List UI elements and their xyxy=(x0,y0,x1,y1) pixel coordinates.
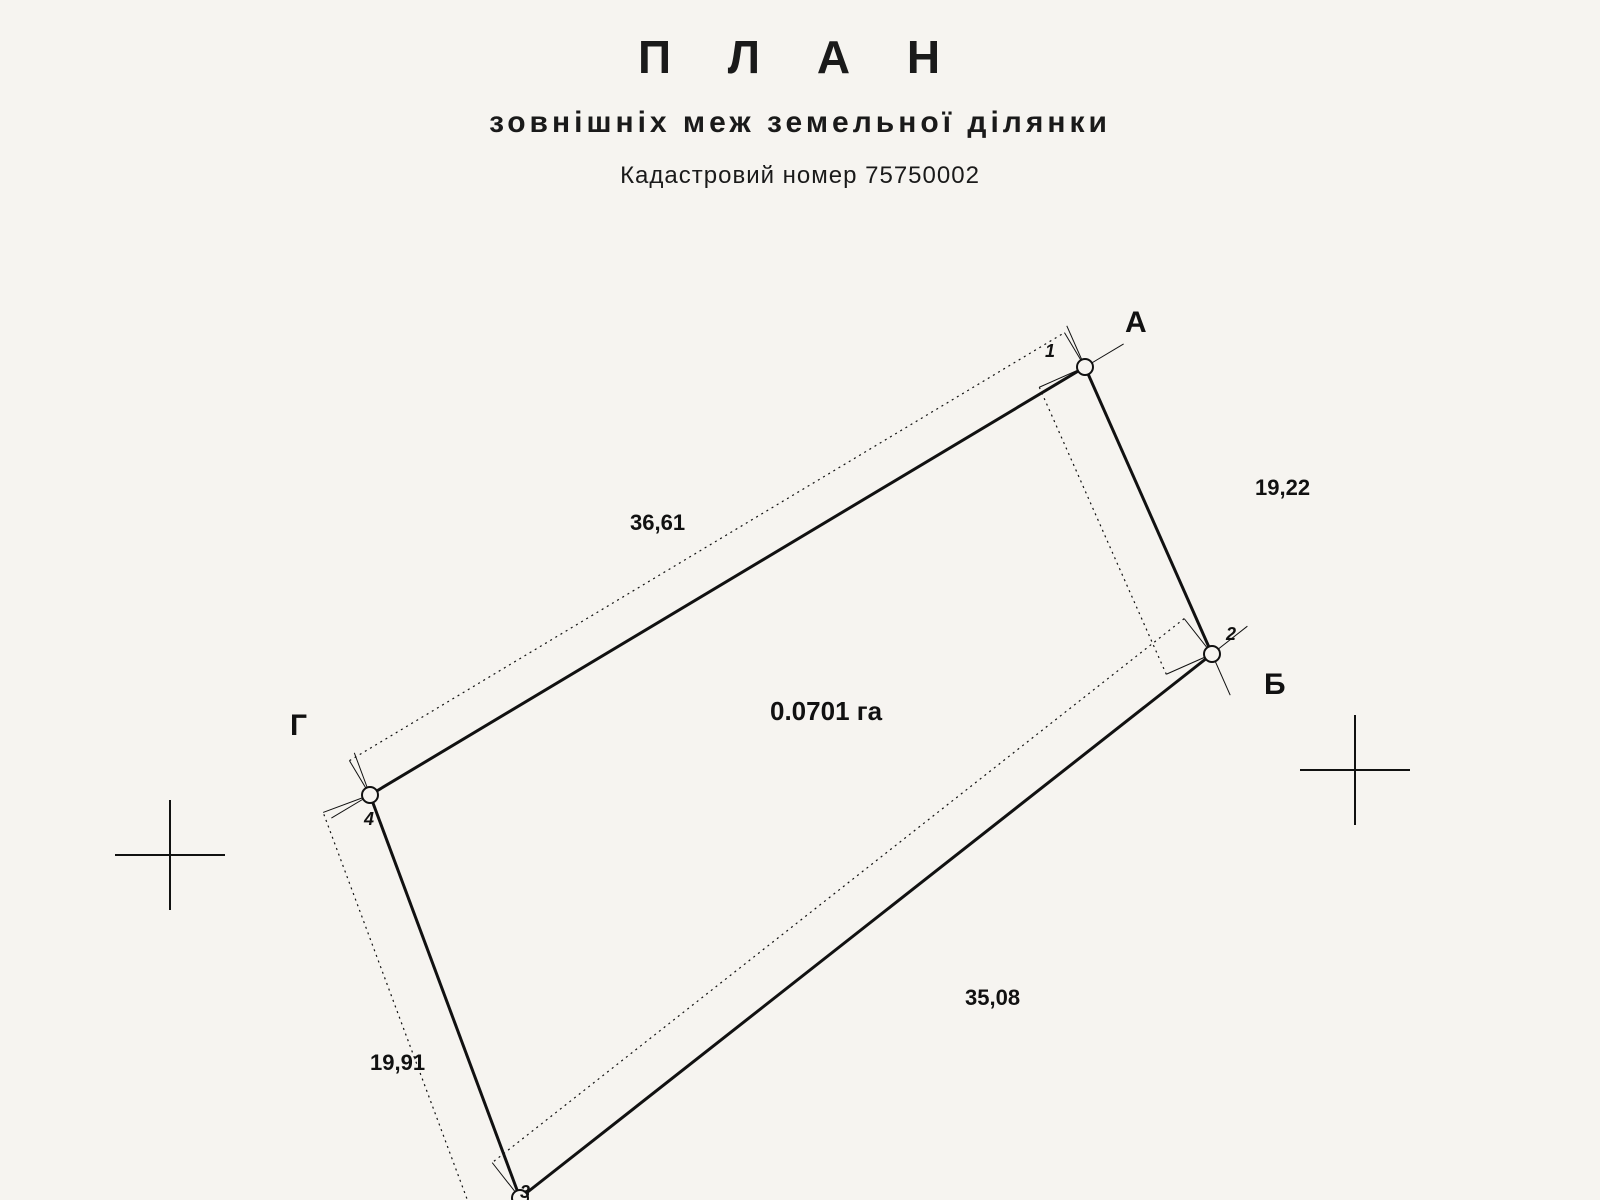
vertex-letter: Г xyxy=(290,709,307,742)
vertex-letter: А xyxy=(1125,306,1147,339)
parcel-edge xyxy=(1085,367,1212,654)
parcel-edge xyxy=(370,795,520,1198)
vertex-node xyxy=(1204,646,1220,662)
vertex-node xyxy=(362,787,378,803)
edge-length-label: 36,61 xyxy=(630,510,685,535)
parcel-area-label: 0.0701 га xyxy=(770,696,883,726)
vertex-node xyxy=(1077,359,1093,375)
vertex-letter: Б xyxy=(1264,668,1286,701)
dimension-line xyxy=(349,333,1064,761)
edge-length-label: 19,91 xyxy=(370,1050,425,1075)
vertex-number: 4 xyxy=(363,809,374,829)
edge-length-label: 19,22 xyxy=(1255,475,1310,500)
parcel-diagram: 19,22 35,08 19,91 36,61 1 А 2 Б 3 4 Г 0.0701 га xyxy=(0,0,1600,1200)
edge-length-label: 35,08 xyxy=(965,985,1020,1010)
parcel-edge xyxy=(370,367,1085,795)
vertex-number: 3 xyxy=(520,1182,530,1200)
dimension-line xyxy=(1039,387,1166,674)
parcel-edge xyxy=(520,654,1212,1198)
vertex-number: 2 xyxy=(1225,624,1236,644)
vertex-number: 1 xyxy=(1045,341,1055,361)
